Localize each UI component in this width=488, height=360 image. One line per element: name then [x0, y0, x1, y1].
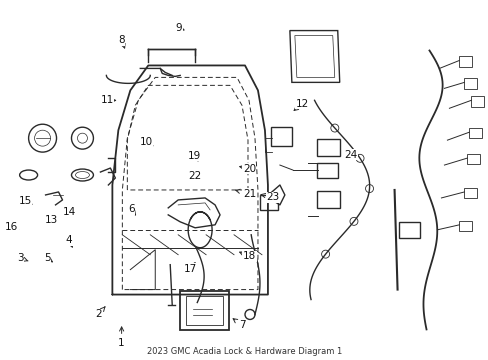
Text: 3: 3	[17, 253, 28, 263]
Text: 1: 1	[118, 327, 124, 348]
Text: 13: 13	[45, 215, 59, 225]
Text: 5: 5	[43, 253, 52, 263]
Text: 24: 24	[344, 150, 357, 160]
Text: 6: 6	[128, 204, 135, 215]
Text: 20: 20	[239, 163, 255, 174]
Text: 12: 12	[293, 99, 308, 111]
Text: 10: 10	[139, 138, 153, 147]
Text: 21: 21	[235, 189, 256, 199]
Text: 22: 22	[188, 171, 201, 181]
Text: 2: 2	[95, 307, 105, 319]
Text: 19: 19	[188, 150, 201, 161]
Text: 9: 9	[175, 23, 183, 33]
Text: 16: 16	[5, 222, 19, 232]
Text: 14: 14	[62, 207, 76, 217]
Text: 7: 7	[233, 319, 245, 330]
Text: 18: 18	[239, 251, 256, 261]
Text: 15: 15	[19, 196, 32, 206]
Text: 2023 GMC Acadia Lock & Hardware Diagram 1: 2023 GMC Acadia Lock & Hardware Diagram …	[146, 347, 342, 356]
Text: 17: 17	[184, 263, 197, 274]
Text: 23: 23	[261, 192, 279, 202]
Text: 4: 4	[65, 235, 72, 247]
Text: 8: 8	[118, 35, 125, 48]
Text: 11: 11	[100, 95, 116, 105]
